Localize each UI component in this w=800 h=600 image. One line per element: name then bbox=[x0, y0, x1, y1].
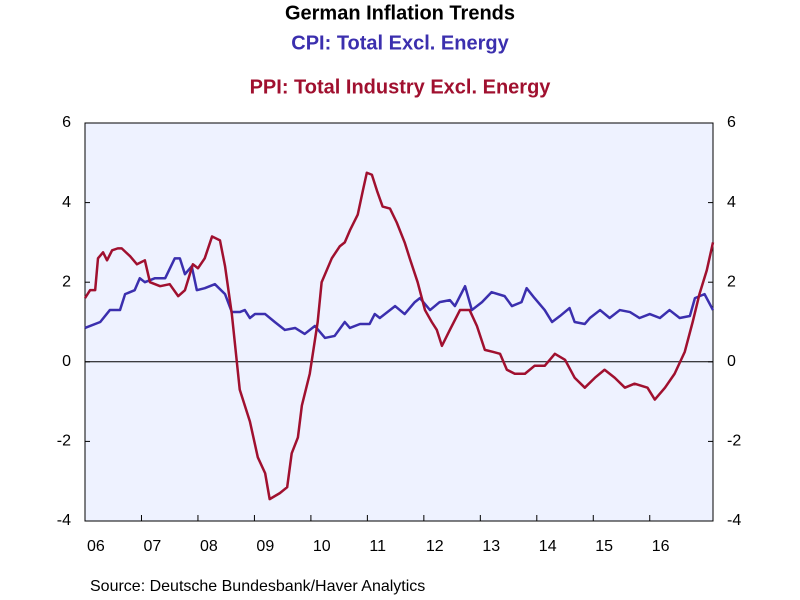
x-tick-label: 09 bbox=[256, 538, 274, 555]
x-tick-label: 14 bbox=[539, 538, 557, 555]
source-note: Source: Deutsche Bundesbank/Haver Analyt… bbox=[90, 578, 425, 595]
series-line bbox=[83, 171, 715, 501]
x-tick-label: 16 bbox=[652, 538, 670, 555]
y2-tick-label: 0 bbox=[727, 353, 736, 370]
x-tick-label: 13 bbox=[482, 538, 500, 555]
y2-tick-label: 2 bbox=[727, 273, 736, 290]
series-line bbox=[84, 257, 715, 340]
legend-entry: CPI: Total Excl. Energy bbox=[291, 32, 509, 54]
plot-area bbox=[84, 122, 714, 522]
y-tick-label: 2 bbox=[62, 273, 71, 290]
x-tick-label: 08 bbox=[200, 538, 218, 555]
chart-title: German Inflation Trends bbox=[285, 2, 515, 24]
x-tick-label: 15 bbox=[595, 538, 613, 555]
y-tick-label: 0 bbox=[62, 353, 71, 370]
x-tick-label: 07 bbox=[143, 538, 161, 555]
x-tick-label: 12 bbox=[426, 538, 444, 555]
y-tick-label: 6 bbox=[62, 114, 71, 131]
y2-tick-label: 4 bbox=[727, 194, 736, 211]
x-tick-label: 10 bbox=[313, 538, 331, 555]
y2-tick-label: 6 bbox=[727, 114, 736, 131]
x-tick-label: 11 bbox=[369, 538, 386, 555]
y-tick-label: -4 bbox=[57, 512, 71, 529]
y-tick-label: 4 bbox=[62, 194, 71, 211]
y2-tick-label: -4 bbox=[727, 512, 741, 529]
y-tick-label: -2 bbox=[57, 433, 71, 450]
legend-entry: PPI: Total Industry Excl. Energy bbox=[250, 76, 552, 98]
y2-tick-label: -2 bbox=[727, 433, 741, 450]
x-tick-label: 06 bbox=[87, 538, 105, 555]
